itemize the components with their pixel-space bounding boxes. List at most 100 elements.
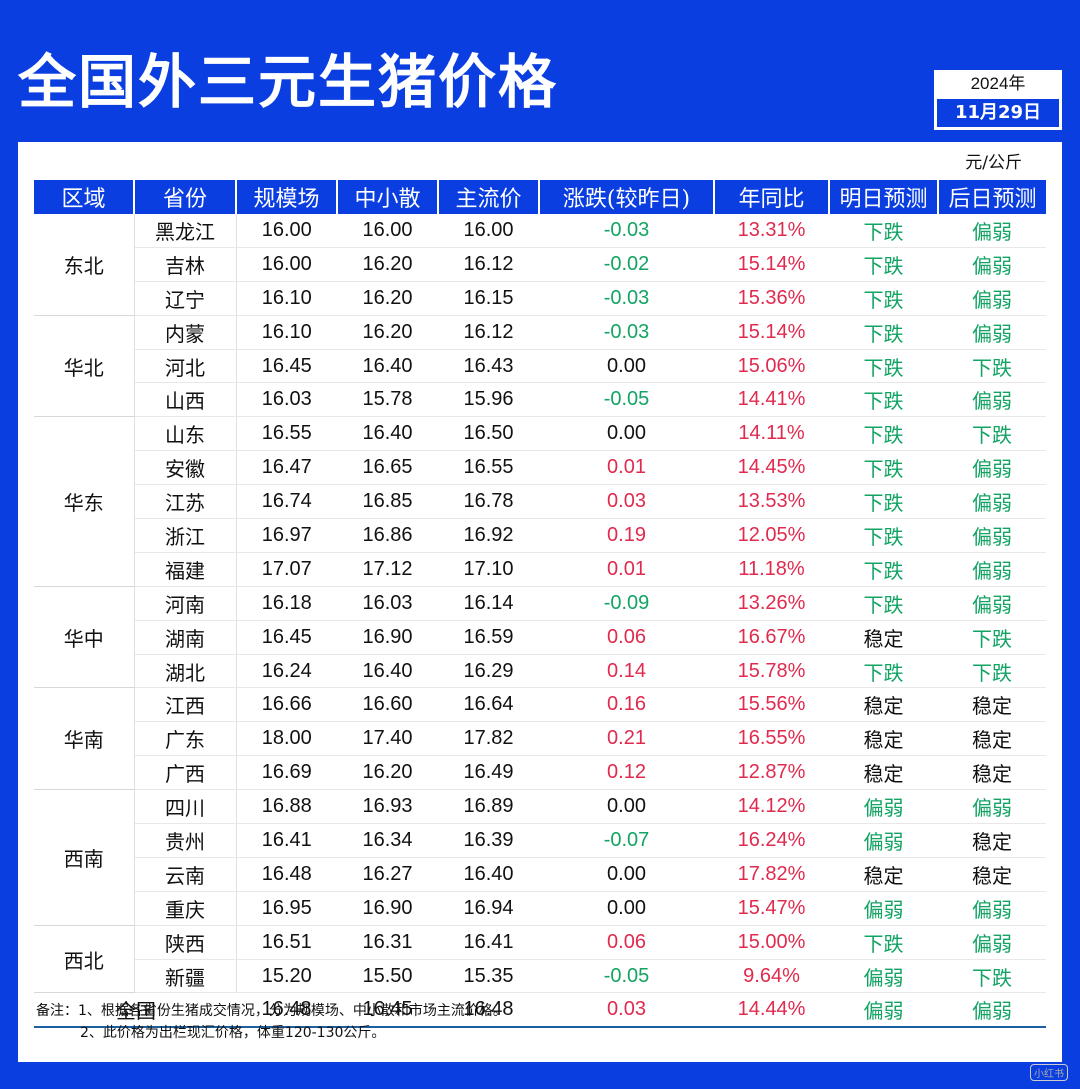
tomorrow-forecast-cell: 偏弱 — [829, 992, 938, 1029]
region-cell: 东北 — [34, 214, 135, 316]
yoy-cell: 15.78% — [714, 654, 829, 689]
change-cell: -0.02 — [539, 247, 714, 282]
change-cell: 0.19 — [539, 518, 714, 553]
province-cell: 四川 — [134, 789, 237, 825]
main-price-cell: 16.94 — [438, 891, 539, 926]
scale-price-cell: 16.45 — [236, 620, 337, 655]
small-price-cell: 17.12 — [337, 552, 438, 587]
province-cell: 广东 — [134, 721, 237, 757]
change-cell: -0.05 — [539, 959, 714, 994]
main-price-cell: 16.78 — [438, 484, 539, 520]
scale-price-cell: 16.41 — [236, 823, 337, 858]
province-cell: 江西 — [134, 687, 237, 723]
tomorrow-forecast-cell: 下跌 — [829, 552, 938, 587]
change-cell: 0.00 — [539, 857, 714, 892]
table-row: 广西 16.69 16.20 16.49 0.12 12.87% 稳定 稳定 — [34, 755, 1046, 791]
yoy-cell: 15.06% — [714, 349, 829, 384]
yoy-cell: 17.82% — [714, 857, 829, 892]
yoy-cell: 13.53% — [714, 484, 829, 520]
date-day: 11月29日 — [937, 99, 1059, 127]
day-after-forecast-cell: 稳定 — [938, 755, 1046, 791]
table-row: 华南 江西 16.66 16.60 16.64 0.16 15.56% 稳定 稳定 — [34, 687, 1046, 791]
change-cell: -0.09 — [539, 586, 714, 621]
main-price-cell: 16.29 — [438, 654, 539, 689]
yoy-cell: 13.26% — [714, 586, 829, 621]
day-after-forecast-cell: 偏弱 — [938, 552, 1046, 587]
yoy-cell: 14.41% — [714, 382, 829, 418]
main-price-cell: 17.82 — [438, 721, 539, 757]
table-row: 西南 四川 16.88 16.93 16.89 0.00 14.12% 偏弱 偏弱 — [34, 789, 1046, 926]
yoy-cell: 15.14% — [714, 315, 829, 350]
small-price-cell: 16.40 — [337, 349, 438, 384]
day-after-forecast-cell: 稳定 — [938, 823, 1046, 858]
yoy-cell: 15.00% — [714, 925, 829, 960]
small-price-cell: 16.00 — [337, 214, 438, 248]
yoy-cell: 14.12% — [714, 789, 829, 825]
price-table-wrapper: 区域 省份 规模场 中小散 主流价 涨跌(较昨日) 年同比 明日预测 后日预测 … — [34, 180, 1046, 1029]
tomorrow-forecast-cell: 下跌 — [829, 450, 938, 486]
scale-price-cell: 16.18 — [236, 586, 337, 621]
tomorrow-forecast-cell: 下跌 — [829, 247, 938, 282]
table-row: 重庆 16.95 16.90 16.94 0.00 15.47% 偏弱 偏弱 — [34, 891, 1046, 926]
small-price-cell: 16.90 — [337, 620, 438, 655]
region-cell: 西北 — [34, 925, 135, 994]
yoy-cell: 16.67% — [714, 620, 829, 655]
yoy-cell: 12.05% — [714, 518, 829, 553]
yoy-cell: 15.36% — [714, 281, 829, 316]
tomorrow-forecast-cell: 偏弱 — [829, 891, 938, 926]
change-cell: 0.12 — [539, 755, 714, 791]
day-after-forecast-cell: 下跌 — [938, 654, 1046, 689]
header-scale-farm: 规模场 — [236, 180, 338, 214]
scale-price-cell: 16.24 — [236, 654, 337, 689]
table-row: 华东 山东 16.55 16.40 16.50 0.00 14.11% 下跌 下跌 — [34, 416, 1046, 587]
table-row: 华中 河南 16.18 16.03 16.14 -0.09 13.26% 下跌 偏弱 — [34, 586, 1046, 689]
region-cell: 华中 — [34, 586, 135, 689]
scale-price-cell: 16.00 — [236, 214, 337, 248]
yoy-cell: 14.45% — [714, 450, 829, 486]
region-cell: 华北 — [34, 315, 135, 418]
province-cell: 贵州 — [134, 823, 237, 858]
scale-price-cell: 16.97 — [236, 518, 337, 553]
scale-price-cell: 16.51 — [236, 925, 337, 960]
scale-price-cell: 16.45 — [236, 349, 337, 384]
page-title: 全国外三元生猪价格 — [18, 48, 559, 116]
small-price-cell: 16.93 — [337, 789, 438, 825]
scale-price-cell: 16.03 — [236, 382, 337, 418]
header-day-after: 后日预测 — [938, 180, 1046, 214]
yoy-cell: 12.87% — [714, 755, 829, 791]
main-price-cell: 16.40 — [438, 857, 539, 892]
small-price-cell: 16.85 — [337, 484, 438, 520]
province-cell: 河北 — [134, 349, 237, 384]
table-row: 广东 18.00 17.40 17.82 0.21 16.55% 稳定 稳定 — [34, 721, 1046, 757]
main-price-cell: 15.96 — [438, 382, 539, 418]
change-cell: 0.06 — [539, 925, 714, 960]
province-cell: 广西 — [134, 755, 237, 791]
notes: 备注：1、根据各省份生猪成交情况，分为规模场、中小散和市场主流价格。 2、此价格… — [36, 1000, 507, 1044]
main-price-cell: 17.10 — [438, 552, 539, 587]
small-price-cell: 16.20 — [337, 247, 438, 282]
note-2: 2、此价格为出栏现汇价格，体重120-130公斤。 — [80, 1025, 386, 1041]
small-price-cell: 16.20 — [337, 281, 438, 316]
small-price-cell: 16.90 — [337, 891, 438, 926]
tomorrow-forecast-cell: 下跌 — [829, 214, 938, 248]
table-row: 新疆 15.20 15.50 15.35 -0.05 9.64% 偏弱 下跌 — [34, 959, 1046, 994]
tomorrow-forecast-cell: 下跌 — [829, 925, 938, 960]
day-after-forecast-cell: 稳定 — [938, 857, 1046, 892]
change-cell: 0.00 — [539, 349, 714, 384]
main-price-cell: 16.41 — [438, 925, 539, 960]
price-table: 区域 省份 规模场 中小散 主流价 涨跌(较昨日) 年同比 明日预测 后日预测 … — [34, 180, 1046, 1029]
tomorrow-forecast-cell: 下跌 — [829, 315, 938, 350]
change-cell: 0.03 — [539, 484, 714, 520]
yoy-cell: 15.56% — [714, 687, 829, 723]
scale-price-cell: 16.10 — [236, 281, 337, 316]
small-price-cell: 15.50 — [337, 959, 438, 994]
day-after-forecast-cell: 偏弱 — [938, 281, 1046, 316]
small-price-cell: 16.86 — [337, 518, 438, 553]
change-cell: 0.21 — [539, 721, 714, 757]
change-cell: -0.05 — [539, 382, 714, 418]
date-box: 2024年 11月29日 — [934, 70, 1062, 130]
small-price-cell: 16.65 — [337, 450, 438, 486]
province-cell: 陕西 — [134, 925, 237, 960]
province-cell: 山西 — [134, 382, 237, 418]
small-price-cell: 16.40 — [337, 416, 438, 452]
